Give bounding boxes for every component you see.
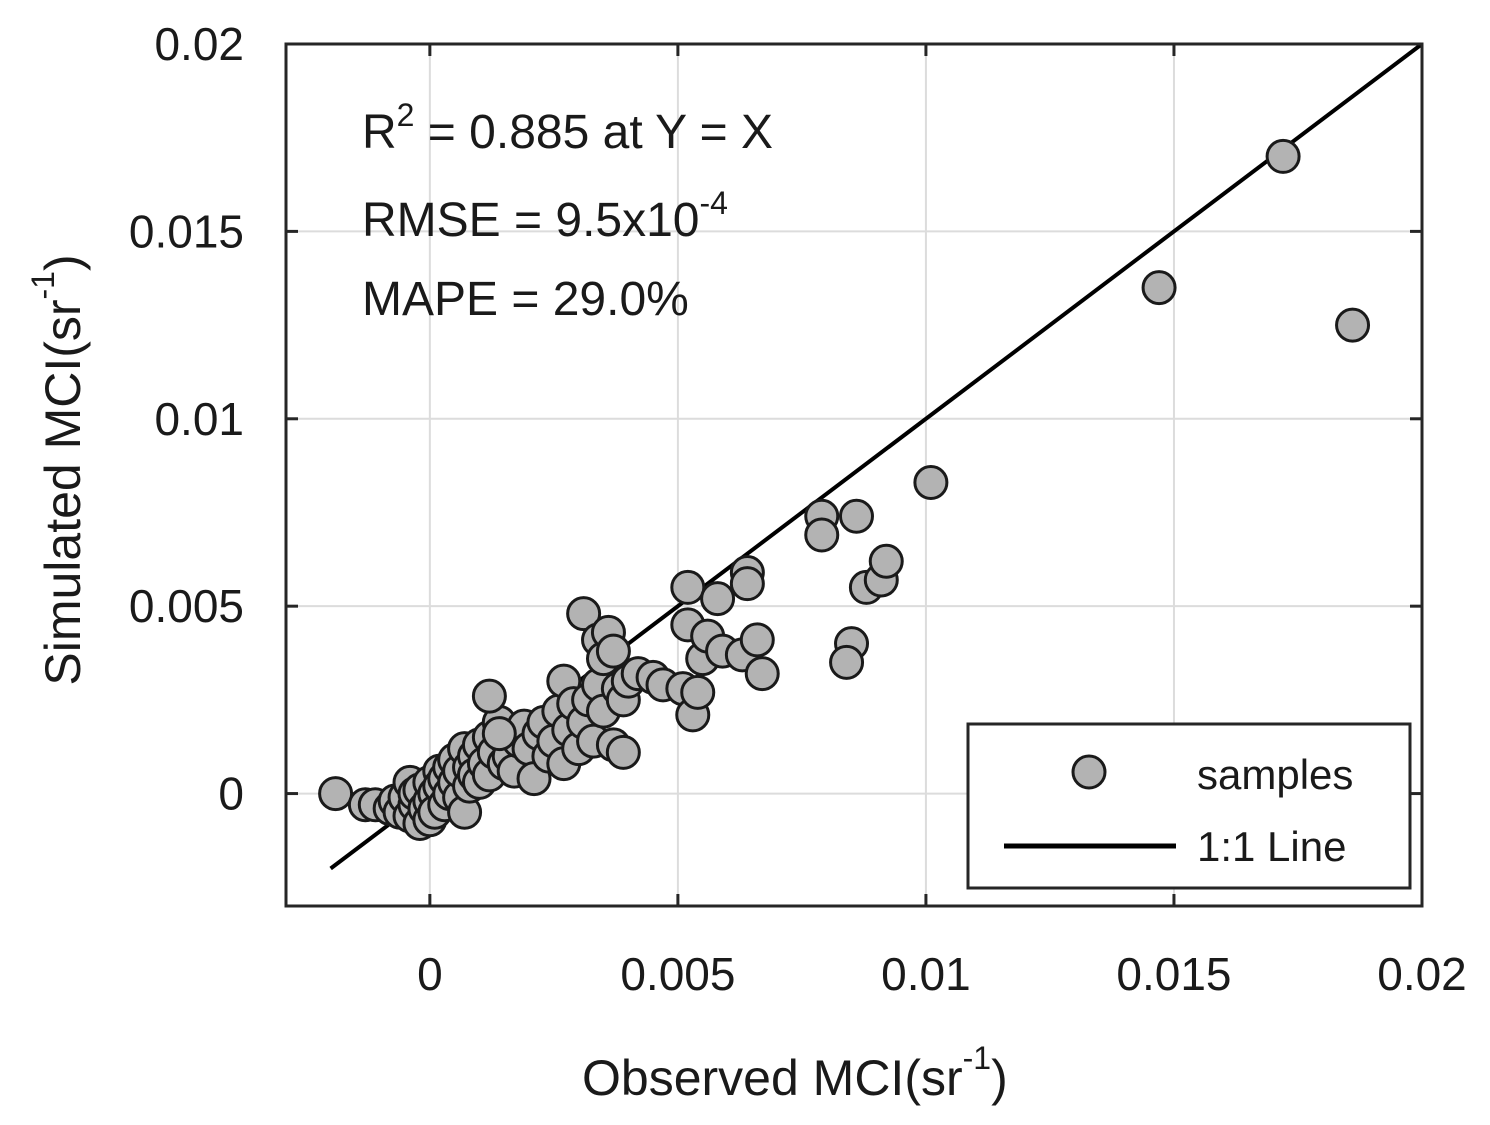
data-point <box>1265 138 1301 174</box>
y-tick-label: 0.01 <box>154 393 244 445</box>
y-tick-label: 0 <box>218 768 244 820</box>
data-point <box>605 734 641 770</box>
rmse-annotation: RMSE = 9.5x10-4 <box>362 185 728 247</box>
data-point <box>913 464 949 500</box>
y-axis-label-superscript: -1 <box>25 271 61 299</box>
data-point <box>829 644 865 680</box>
data-point <box>1335 307 1371 343</box>
x-tick-label: 0.005 <box>620 948 735 1000</box>
x-tick-label: 0.015 <box>1116 948 1231 1000</box>
x-tick-label: 0.01 <box>881 948 971 1000</box>
plot-frame <box>284 42 1424 908</box>
x-axis-label: Observed MCI(sr-1) <box>582 1040 1008 1106</box>
data-point <box>744 656 780 692</box>
rmse-superscript: -4 <box>700 185 728 221</box>
legend-marker-samples <box>1071 754 1107 790</box>
x-tick-labels: 0 0.005 0.01 0.015 0.02 <box>417 948 1467 1000</box>
r2-superscript: 2 <box>397 97 415 133</box>
y-tick-label: 0.02 <box>154 18 244 70</box>
r2-annotation: R2 = 0.885 at Y = X <box>362 97 773 159</box>
legend-label-line: 1:1 Line <box>1197 823 1346 870</box>
data-point <box>804 517 840 553</box>
legend: samples 1:1 Line <box>966 722 1412 890</box>
x-tick-label: 0.02 <box>1377 948 1467 1000</box>
sample-points <box>318 138 1371 842</box>
data-point <box>868 543 904 579</box>
data-point <box>838 498 874 534</box>
data-point <box>595 633 631 669</box>
data-point <box>318 776 354 812</box>
y-tick-labels: 0 0.005 0.01 0.015 0.02 <box>129 18 244 820</box>
data-point <box>481 716 517 752</box>
data-point <box>680 674 716 710</box>
y-axis-label: Simulated MCI(sr-1) <box>25 254 91 685</box>
mape-annotation: MAPE = 29.0% <box>362 273 689 326</box>
legend-box <box>966 722 1412 890</box>
data-point <box>700 581 736 617</box>
data-point <box>566 596 602 632</box>
x-axis-label-superscript: -1 <box>963 1040 991 1076</box>
legend-label-samples: samples <box>1197 751 1353 798</box>
y-tick-label: 0.005 <box>129 580 244 632</box>
y-tick-label: 0.015 <box>129 205 244 257</box>
data-point <box>739 622 775 658</box>
x-tick-label: 0 <box>417 948 443 1000</box>
data-point <box>1141 270 1177 306</box>
data-point <box>729 566 765 602</box>
data-point <box>471 678 507 714</box>
data-point <box>670 569 706 605</box>
